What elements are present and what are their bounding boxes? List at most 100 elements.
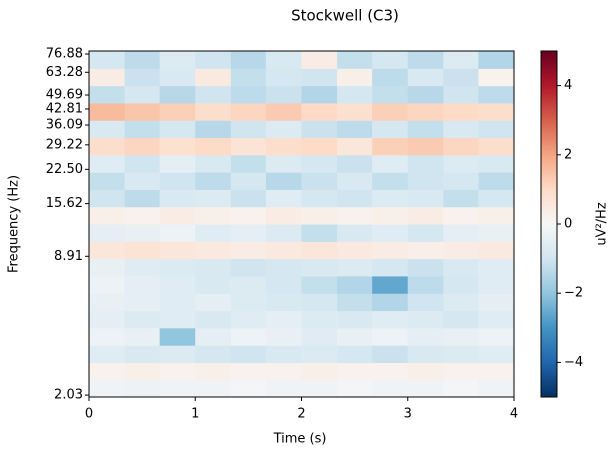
heatmap-cell (407, 275, 444, 294)
heatmap-cell (230, 224, 267, 242)
heatmap-cell (89, 85, 126, 104)
heatmap-cell (159, 189, 196, 208)
heatmap-cell (265, 310, 302, 329)
heatmap-cell (337, 327, 373, 346)
heatmap-cell (301, 293, 338, 312)
heatmap-cell (124, 258, 161, 277)
heatmap-cell (337, 275, 373, 294)
x-tick-label: 2 (297, 407, 305, 422)
heatmap-cell (443, 362, 479, 381)
heatmap-cell (230, 293, 267, 312)
heatmap-cell (443, 68, 479, 87)
heatmap-cell (301, 68, 338, 87)
heatmap-cell (337, 51, 373, 69)
heatmap-cell (372, 206, 409, 225)
heatmap-cell (443, 241, 479, 260)
heatmap-cell (89, 310, 126, 329)
heatmap-cell (230, 310, 267, 329)
heatmap-cell (478, 189, 514, 208)
heatmap-cell (407, 293, 444, 312)
heatmap-cell (478, 275, 514, 294)
heatmap-cell (265, 85, 302, 104)
heatmap-cell (301, 241, 338, 260)
x-tick-label: 3 (404, 407, 412, 422)
x-tick-label: 4 (510, 407, 518, 422)
heatmap-cell (443, 120, 479, 139)
heatmap-cell (372, 172, 409, 190)
heatmap-cell (407, 310, 444, 329)
heatmap-cell (159, 275, 196, 294)
heatmap-cell (89, 51, 126, 69)
heatmap-cell (301, 137, 338, 156)
heatmap-cell (478, 241, 514, 260)
heatmap-cell (372, 68, 409, 87)
heatmap-cell (265, 275, 302, 294)
heatmap-cell (89, 224, 126, 242)
y-tick-label: 29.22 (46, 137, 83, 152)
heatmap-cell (337, 224, 373, 242)
heatmap-cell (159, 154, 196, 173)
heatmap-cell (265, 137, 302, 156)
heatmap-cell (407, 120, 444, 139)
heatmap-cell (124, 293, 161, 312)
heatmap-cell (337, 68, 373, 87)
heatmap-cell (230, 137, 267, 156)
heatmap-cell (124, 154, 161, 173)
heatmap-cell (159, 120, 196, 139)
heatmap-cell (443, 189, 479, 208)
y-tick-label: 36.09 (46, 118, 83, 133)
heatmap-cell (89, 327, 126, 346)
heatmap-cell (407, 154, 444, 173)
heatmap-cell (301, 327, 338, 346)
heatmap-cell (265, 241, 302, 260)
heatmap-cell (230, 85, 267, 104)
heatmap-cell (478, 51, 514, 69)
heatmap-cell (195, 120, 232, 139)
heatmap-cell (230, 154, 267, 173)
heatmap-cell (195, 293, 232, 312)
heatmap-cell (124, 224, 161, 242)
heatmap-cell (478, 120, 514, 139)
heatmap-cell (265, 120, 302, 139)
x-tick-label: 0 (85, 407, 93, 422)
y-tick-label: 15.62 (46, 196, 83, 211)
heatmap-cell (159, 310, 196, 329)
heatmap-cell (301, 224, 338, 242)
heatmap-cell (337, 379, 373, 397)
heatmap-cell (478, 258, 514, 277)
heatmap-cell (195, 379, 232, 397)
heatmap-cell (478, 362, 514, 381)
heatmap-cell (301, 275, 338, 294)
heatmap-cell (265, 345, 302, 364)
heatmap-cell (443, 293, 479, 312)
y-tick-label: 63.28 (46, 65, 83, 80)
heatmap-cell (301, 310, 338, 329)
heatmap-cell (407, 68, 444, 87)
heatmap-cell (407, 379, 444, 397)
heatmap-cell (407, 327, 444, 346)
heatmap-cell (337, 189, 373, 208)
heatmap-cell (195, 224, 232, 242)
heatmap-cell (89, 241, 126, 260)
heatmap-cell (195, 137, 232, 156)
heatmap-cell (372, 51, 409, 69)
heatmap-cell (265, 327, 302, 346)
heatmap-cell (337, 206, 373, 225)
heatmap-cell (89, 68, 126, 87)
heatmap-cell (301, 258, 338, 277)
heatmap-cell (443, 327, 479, 346)
heatmap-cell (265, 293, 302, 312)
heatmap-cell (337, 102, 373, 121)
heatmap-cell (159, 102, 196, 121)
heatmap-cell (195, 189, 232, 208)
heatmap-cell (301, 120, 338, 139)
colorbar (540, 50, 558, 398)
heatmap-cell (478, 310, 514, 329)
heatmap-cell (337, 154, 373, 173)
heatmap-cell (478, 379, 514, 397)
heatmap-cell (478, 224, 514, 242)
heatmap-cell (407, 137, 444, 156)
heatmap-cell (443, 206, 479, 225)
heatmap-cell (337, 293, 373, 312)
heatmap-cell (124, 362, 161, 381)
